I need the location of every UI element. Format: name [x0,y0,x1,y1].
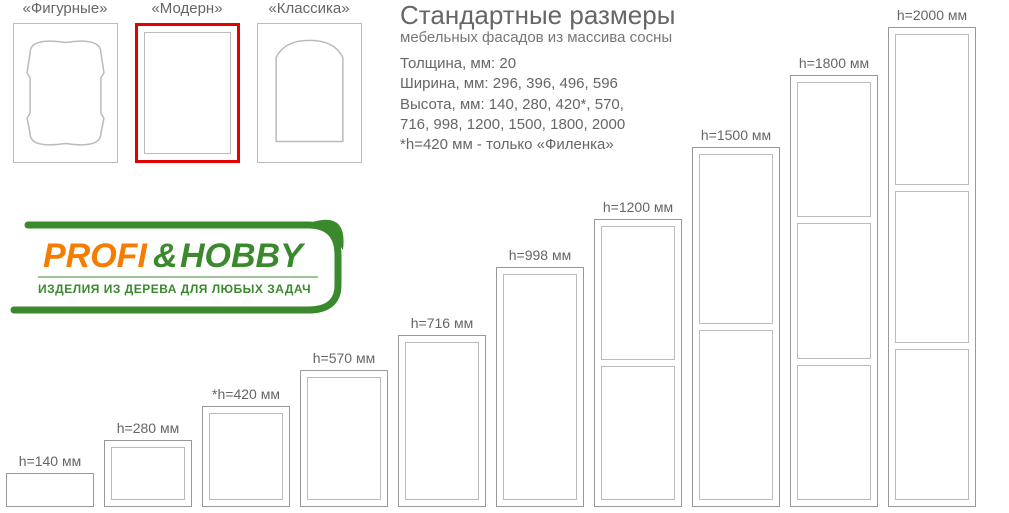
door-panel [209,413,283,500]
size-label: *h=420 мм [212,386,280,402]
door-panel [307,377,381,500]
door-1500 [692,147,780,507]
size-col-2000: h=2000 мм [888,7,976,507]
size-label: h=140 мм [19,453,81,469]
door-panel [797,82,871,217]
door-panel [405,342,479,500]
size-label: h=716 мм [411,315,473,331]
size-label: h=1800 мм [799,55,869,71]
size-col-1800: h=1800 мм [790,55,878,507]
size-col-140: h=140 мм [6,453,94,507]
door-1200 [594,219,682,507]
door-140 [6,473,94,507]
door-panel [699,330,773,500]
door-2000 [888,27,976,507]
door-panel [895,349,969,500]
size-col-716: h=716 мм [398,315,486,507]
door-998 [496,267,584,507]
door-panel [895,191,969,342]
size-label: h=1200 мм [603,199,673,215]
size-label: h=570 мм [313,350,375,366]
size-label: h=1500 мм [701,127,771,143]
door-280 [104,440,192,507]
door-panel [601,366,675,500]
door-panel [797,223,871,358]
door-1800 [790,75,878,507]
size-col-570: h=570 мм [300,350,388,507]
size-col-420: *h=420 мм [202,386,290,507]
door-panel [111,447,185,500]
door-sizes-row: h=140 мм h=280 мм *h=420 мм h=570 мм h=716 м… [6,7,976,507]
size-col-998: h=998 мм [496,247,584,507]
door-panel [503,274,577,500]
door-716 [398,335,486,507]
size-label: h=2000 мм [897,7,967,23]
door-panel [797,365,871,500]
size-col-1200: h=1200 мм [594,199,682,507]
door-420 [202,406,290,507]
door-570 [300,370,388,507]
door-panel [601,226,675,360]
size-col-280: h=280 мм [104,420,192,507]
size-label: h=998 мм [509,247,571,263]
size-col-1500: h=1500 мм [692,127,780,507]
door-panel [699,154,773,324]
size-label: h=280 мм [117,420,179,436]
door-panel [895,34,969,185]
